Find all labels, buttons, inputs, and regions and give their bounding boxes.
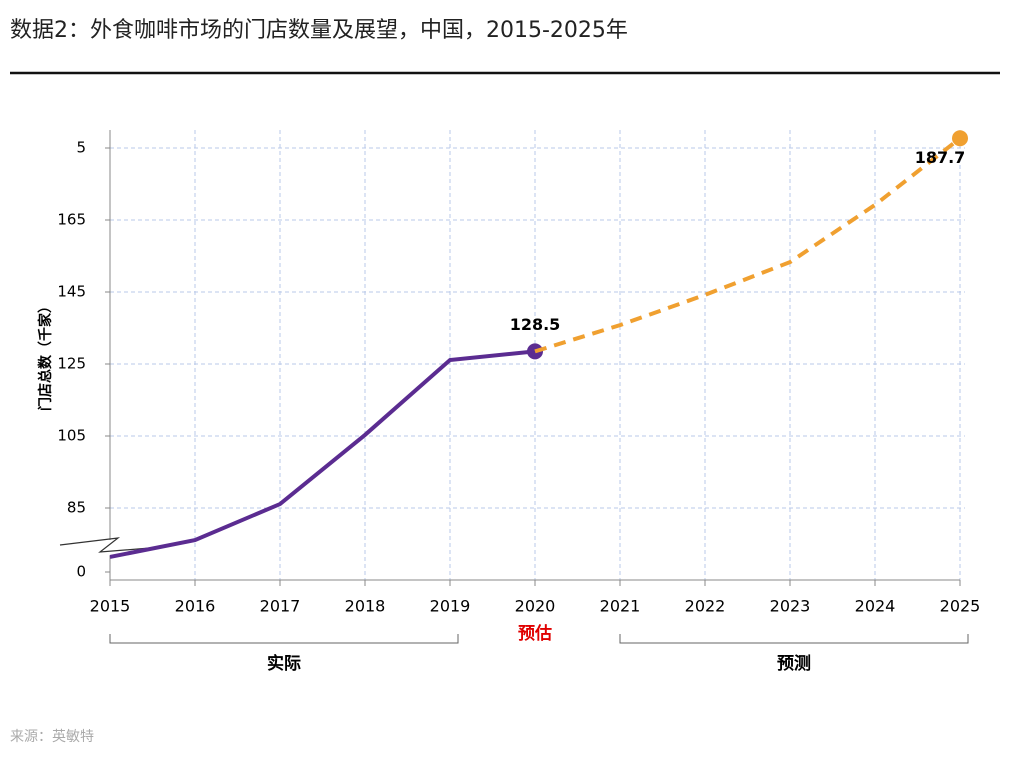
x-tick-label: 2021 [600, 597, 641, 616]
y-tick-label: 0 [76, 563, 86, 581]
x-tick-label: 2015 [90, 597, 131, 616]
series-line [534, 136, 962, 354]
axis-break [30, 540, 155, 556]
data-label: 128.5 [510, 315, 561, 334]
y-tick-label: 125 [57, 355, 86, 373]
y-tick-label: 105 [57, 427, 86, 445]
x-tick-label: 2023 [770, 597, 811, 616]
source: 来源：英敏特 [10, 728, 94, 745]
x-tick-label: 2018 [345, 597, 386, 616]
point-marker [952, 130, 968, 147]
estimate-label: 预估 [518, 623, 552, 644]
group-bracket [109, 634, 459, 644]
y-axis-label: 门店总数（千家） [37, 299, 54, 411]
y-tick-label: 85 [67, 499, 86, 517]
data-label: 187.7 [915, 148, 966, 167]
y-tick-label: 165 [57, 211, 86, 229]
y-tick-label: 145 [57, 283, 86, 301]
x-tick-label: 2016 [175, 597, 216, 616]
x-tick-label: 2019 [430, 597, 471, 616]
x-tick-label: 2025 [940, 597, 981, 616]
group-label: 预测 [777, 653, 811, 674]
y-tick-label: 5 [76, 139, 86, 157]
chart-title: 数据2：外食咖啡市场的门店数量及展望，中国，2015-2025年 [10, 18, 628, 43]
axis-break-line [59, 537, 151, 553]
x-tick-label: 2022 [685, 597, 726, 616]
x-tick-label: 2017 [260, 597, 301, 616]
group-label: 实际 [267, 653, 301, 674]
group-bracket [619, 634, 969, 644]
x-tick-label: 2020 [515, 597, 556, 616]
series-line [109, 349, 536, 559]
x-tick-label: 2024 [855, 597, 896, 616]
